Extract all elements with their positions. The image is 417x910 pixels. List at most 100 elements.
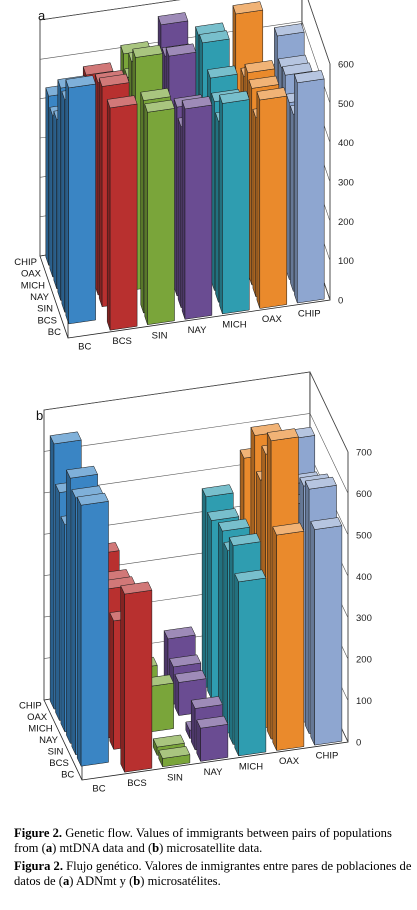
bar-BC-to-CHIP xyxy=(310,517,343,746)
bar-left-face xyxy=(272,526,277,751)
bar-top-face xyxy=(152,734,185,748)
row-axis-label: CHIP xyxy=(14,257,37,268)
z-tick-label: 400 xyxy=(338,138,354,149)
bar-top-face xyxy=(140,88,171,101)
bar-top-face xyxy=(98,73,130,87)
bar-left-face xyxy=(215,112,219,303)
bar-BC-to-OAX xyxy=(256,87,288,309)
bar-top-face xyxy=(158,746,191,759)
bar-right-face xyxy=(147,108,175,325)
column-axis-label: BC xyxy=(78,341,91,352)
bar-top-face xyxy=(272,522,305,536)
caption-es-mid: ) ADNmt y ( xyxy=(69,874,134,888)
bar-right-face xyxy=(259,95,288,309)
bar-right-face xyxy=(184,104,213,320)
bar-left-face xyxy=(98,77,103,307)
bar-top-face xyxy=(181,96,213,110)
bar-right-face xyxy=(314,525,343,746)
bar-left-face xyxy=(234,573,239,757)
bar-right-face xyxy=(80,501,109,767)
caption-english: Figure 2. Genetic flow. Values of immigr… xyxy=(14,826,412,856)
column-axis-label: BCS xyxy=(112,336,132,347)
bar-left-face xyxy=(65,79,69,324)
bar-top-face xyxy=(76,492,109,506)
bar-right-face xyxy=(297,78,325,304)
caption-es-end: ) microsatélites. xyxy=(140,874,221,888)
bar-left-face xyxy=(252,109,257,297)
bar-left-face xyxy=(49,107,53,278)
bar-left-face xyxy=(144,103,148,325)
panel-a-chart: 0100200300400500600BCBCSSINNAYMICHOAXCHI… xyxy=(14,0,354,352)
row-axis-label: BCS xyxy=(49,758,69,769)
figure-3d-bar-charts: 0100200300400500600BCBCSSINNAYMICHOAXCHI… xyxy=(14,0,372,794)
bar-top-face xyxy=(304,476,337,490)
bar-top-face xyxy=(157,12,189,26)
bar-top-face xyxy=(274,23,305,37)
column-axis-label: MICH xyxy=(239,762,263,773)
bar-left-face xyxy=(290,105,294,292)
bar-top-face xyxy=(248,75,280,89)
bar-left-face xyxy=(228,537,234,745)
z-tick-label: 200 xyxy=(338,217,354,228)
bar-left-face xyxy=(60,516,66,733)
bar-top-face xyxy=(310,517,343,530)
bar-left-face xyxy=(310,521,315,746)
z-tick-label: 300 xyxy=(356,613,372,624)
caption-en-a: a xyxy=(45,841,53,855)
z-tick-label: 400 xyxy=(356,572,372,583)
z-tick-label: 100 xyxy=(338,256,354,267)
z-gridline xyxy=(43,371,349,453)
bar-right-face xyxy=(109,103,138,331)
z-tick-label: 200 xyxy=(356,655,372,666)
bar-left-face xyxy=(266,432,272,740)
bar-left-face xyxy=(76,496,82,767)
column-axis-label: CHIP xyxy=(316,751,339,762)
row-axis-label: SIN xyxy=(37,304,53,315)
bar-BC-to-CHIP xyxy=(294,70,325,304)
column-axis-label: BC xyxy=(92,783,105,794)
z-tick-label: 600 xyxy=(338,60,354,71)
bar-left-face xyxy=(177,118,182,308)
caption-es-b: b xyxy=(133,874,141,888)
bar-BC-to-MICH xyxy=(219,90,250,315)
bar-BC-to-OAX xyxy=(272,522,305,751)
bar-left-face xyxy=(45,87,49,266)
caption-es-a: a xyxy=(62,874,70,888)
bar-right-face xyxy=(124,589,153,773)
bar-BCS-to-BC xyxy=(65,75,96,325)
row-axis-label: OAX xyxy=(21,269,42,280)
caption-en-b: b xyxy=(152,841,160,855)
caption-es-text: Flujo genético. Valores de inmigrantes e… xyxy=(14,859,412,888)
caption-en-label: Figure 2. xyxy=(14,826,63,840)
bar-top-face xyxy=(219,90,250,104)
z-tick-label: 0 xyxy=(338,296,343,307)
bar-top-face xyxy=(144,99,175,113)
column-axis-label: SIN xyxy=(152,330,168,341)
bar-BC-to-BCS xyxy=(120,581,153,773)
bar-top-face xyxy=(282,62,313,76)
bar-left-face xyxy=(53,111,57,289)
caption-spanish: Figura 2. Flujo genético. Valores de inm… xyxy=(14,859,412,889)
bar-left-face xyxy=(219,94,223,314)
column-axis-label: BCS xyxy=(127,778,147,789)
z-tick-label: 500 xyxy=(338,99,354,110)
column-axis-label: NAY xyxy=(204,767,223,778)
bar-left-face xyxy=(181,100,186,320)
row-axis-label: NAY xyxy=(30,292,49,303)
row-axis-label: SIN xyxy=(48,746,64,757)
bar-BCS-to-BC xyxy=(76,492,109,767)
bar-top-face xyxy=(106,95,138,109)
bar-top-face xyxy=(207,65,238,79)
bar-top-face xyxy=(66,465,98,479)
bar-top-face xyxy=(132,44,163,58)
bar-left-face xyxy=(294,74,298,304)
row-axis-label: BC xyxy=(48,327,61,338)
bar-top-face xyxy=(266,428,299,442)
bar-BC-to-BCS xyxy=(106,95,138,331)
row-axis-label: OAX xyxy=(27,712,48,723)
bar-top-face xyxy=(228,533,261,546)
bar-right-face xyxy=(238,577,267,757)
bar-top-face xyxy=(65,75,96,89)
bar-top-face xyxy=(199,30,230,44)
bar-left-face xyxy=(304,480,310,734)
